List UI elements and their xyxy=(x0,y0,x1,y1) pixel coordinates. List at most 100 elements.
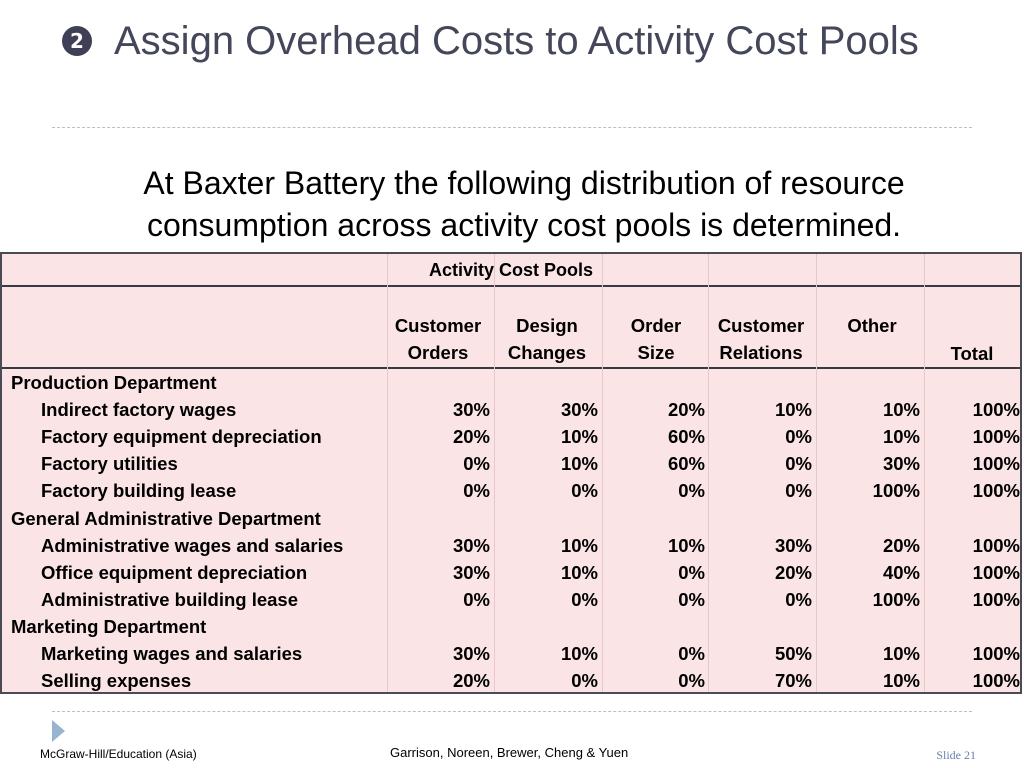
row-label: Factory utilities xyxy=(41,453,178,475)
title-divider xyxy=(52,127,972,128)
numbered-bullet-icon: 2 xyxy=(62,26,92,56)
table-grid-line xyxy=(602,254,603,692)
table-cell: 0% xyxy=(463,453,490,475)
footer-authors: Garrison, Noreen, Brewer, Cheng & Yuen xyxy=(390,745,629,760)
table-cell: 10% xyxy=(774,399,812,421)
column-header-line1: Customer xyxy=(717,315,805,336)
table-cell: 100% xyxy=(972,561,1020,583)
table-cell: 0% xyxy=(463,588,490,610)
column-header-line2: Relations xyxy=(719,342,803,363)
slide-number: Slide 21 xyxy=(936,748,976,762)
column-header-line1: Customer xyxy=(394,315,482,336)
slide-title-block: 2 Assign Overhead Costs to Activity Cost… xyxy=(62,16,962,66)
table-cell: 0% xyxy=(785,426,812,448)
table-cell: 30% xyxy=(560,399,598,421)
column-header-line2: Changes xyxy=(507,342,587,363)
table-cell: 60% xyxy=(667,453,705,475)
table-cell: 0% xyxy=(678,588,705,610)
table-header-divider xyxy=(2,285,1020,287)
row-label: Administrative wages and salaries xyxy=(41,534,344,556)
table-cell: 20% xyxy=(452,426,490,448)
table-cell: 0% xyxy=(785,480,812,502)
section-heading: General Administrative Department xyxy=(11,507,321,529)
column-header-line1: Design xyxy=(516,315,578,336)
table-cell: 10% xyxy=(667,534,705,556)
table-grid-line xyxy=(708,254,709,692)
table-cell: 60% xyxy=(667,426,705,448)
table-cell: 0% xyxy=(571,480,598,502)
table-cell: 100% xyxy=(972,453,1020,475)
table-cell: 30% xyxy=(452,561,490,583)
table-cell: 0% xyxy=(571,588,598,610)
table-cell: 0% xyxy=(463,480,490,502)
footer-publisher: McGraw-Hill/Education (Asia) xyxy=(40,747,197,761)
table-cell: 10% xyxy=(560,426,598,448)
table-cell: 10% xyxy=(560,534,598,556)
row-label: Indirect factory wages xyxy=(41,399,237,421)
table-cell: 100% xyxy=(972,399,1020,421)
table-group-header: Activity Cost Pools xyxy=(428,260,594,280)
table-cell: 70% xyxy=(774,670,812,692)
table-cell: 20% xyxy=(667,399,705,421)
section-heading: Production Department xyxy=(11,372,217,393)
column-header-line2: Orders xyxy=(407,342,469,363)
table-cell: 100% xyxy=(972,670,1020,692)
table-grid-line xyxy=(494,254,495,692)
table-cell: 10% xyxy=(882,399,920,421)
table-grid-line xyxy=(816,254,817,692)
intro-text: At Baxter Battery the following distribu… xyxy=(143,165,905,243)
table-cell: 0% xyxy=(785,588,812,610)
row-label: Marketing wages and salaries xyxy=(41,643,303,664)
table-cell: 100% xyxy=(872,480,920,502)
table-cell: 0% xyxy=(678,561,705,583)
section-heading: Marketing Department xyxy=(11,615,207,637)
table-cell: 10% xyxy=(882,643,920,664)
footer-divider xyxy=(52,711,972,712)
table-cell: 10% xyxy=(560,643,598,664)
table-grid-line xyxy=(387,254,388,692)
column-header: Total xyxy=(912,340,1024,367)
row-label: Factory equipment depreciation xyxy=(41,426,322,448)
row-label: Administrative building lease xyxy=(41,588,299,610)
column-header: Other xyxy=(812,312,932,339)
column-header: Customer Orders xyxy=(378,312,498,366)
table-cell: 100% xyxy=(972,480,1020,502)
table-cell: 10% xyxy=(882,670,920,692)
table-cell: 100% xyxy=(972,643,1020,664)
activity-cost-pool-table: Activity Cost Pools Customer Orders Design… xyxy=(0,252,1022,694)
table-body-divider xyxy=(2,367,1020,369)
table-cell: 30% xyxy=(452,399,490,421)
table-cell: 100% xyxy=(972,534,1020,556)
table-cell: 20% xyxy=(452,670,490,692)
column-header-line1: Order xyxy=(630,315,682,336)
table-cell: 30% xyxy=(452,643,490,664)
table-cell: 0% xyxy=(678,670,705,692)
column-header: Customer Relations xyxy=(701,312,821,366)
row-label: Selling expenses xyxy=(41,670,192,692)
row-label: Factory building lease xyxy=(41,480,237,502)
column-header: Order Size xyxy=(596,312,716,366)
table-cell: 100% xyxy=(972,588,1020,610)
table-cell: 10% xyxy=(882,426,920,448)
table-cell: 40% xyxy=(882,561,920,583)
slide-title: Assign Overhead Costs to Activity Cost P… xyxy=(114,19,919,63)
next-arrow-icon[interactable] xyxy=(52,720,65,742)
column-header-line2: Total xyxy=(950,343,994,364)
column-header-line2: Size xyxy=(637,342,675,363)
table-cell: 0% xyxy=(571,670,598,692)
table-cell: 20% xyxy=(774,561,812,583)
table-grid-line xyxy=(924,254,925,692)
table-cell: 100% xyxy=(972,426,1020,448)
table-cell: 100% xyxy=(872,588,920,610)
table-cell: 20% xyxy=(882,534,920,556)
table-cell: 0% xyxy=(678,643,705,664)
table-cell: 30% xyxy=(882,453,920,475)
table-cell: 10% xyxy=(560,561,598,583)
table-cell: 0% xyxy=(785,453,812,475)
table-cell: 30% xyxy=(774,534,812,556)
column-header: Design Changes xyxy=(487,312,607,366)
row-label: Office equipment depreciation xyxy=(41,561,308,583)
table-cell: 0% xyxy=(678,480,705,502)
table-cell: 30% xyxy=(452,534,490,556)
table-cell: 10% xyxy=(560,453,598,475)
